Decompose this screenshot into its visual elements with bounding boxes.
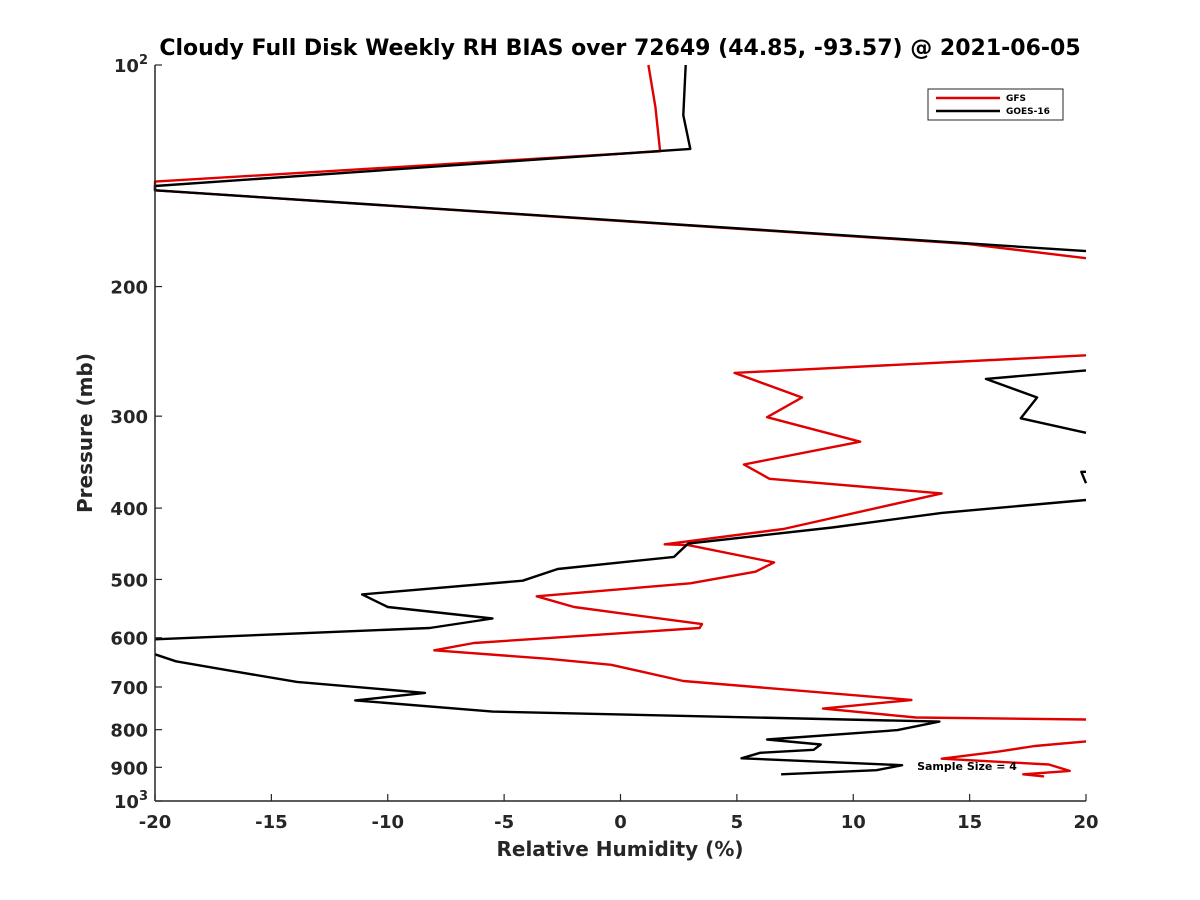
series-goes-16	[153, 64, 1088, 776]
legend-label-gfs: GFS	[1006, 94, 1026, 104]
series-gfs-segment-3	[940, 740, 1087, 778]
y-tick-label: 102	[114, 53, 148, 77]
x-tick-label: 5	[731, 812, 744, 833]
series-goes-16-segment-1	[153, 64, 1087, 253]
x-axis-ticks: -20 -15 -10 -5 0 5 10 15 20	[139, 794, 1099, 833]
y-tick-label: 600	[110, 629, 148, 650]
sample-size-note: Sample Size = 4	[917, 760, 1017, 773]
y-tick-label: 200	[110, 278, 148, 299]
series-goes-16-segment-4	[154, 498, 1087, 641]
series-goes-16-segment-2	[984, 369, 1087, 434]
x-tick-label: 15	[957, 812, 982, 833]
x-tick-label: -5	[494, 812, 514, 833]
y-axis-ticks: 102 200 300 400 500 600 700 800 900 103	[110, 53, 162, 813]
y-tick-label: 300	[110, 407, 148, 428]
y-tick-label: 800	[110, 721, 148, 742]
x-tick-label: 10	[841, 812, 866, 833]
chart-title: Cloudy Full Disk Weekly RH BIAS over 726…	[159, 36, 1080, 61]
y-tick-label: 400	[110, 499, 148, 520]
plot-background	[155, 65, 1086, 801]
legend-entries: GFS GOES-16	[936, 94, 1050, 117]
y-tick-label: 103	[114, 789, 148, 813]
y-axis-label: Pressure (mb)	[73, 353, 97, 513]
x-tick-label: 20	[1073, 812, 1098, 833]
x-tick-label: 0	[614, 812, 627, 833]
x-axis-label: Relative Humidity (%)	[496, 837, 743, 861]
y-tick-label: 500	[110, 570, 148, 591]
x-tick-label: -10	[371, 812, 404, 833]
legend-label-goes-16: GOES-16	[1006, 107, 1050, 117]
x-tick-label: -15	[255, 812, 288, 833]
y-tick-label: 900	[110, 758, 148, 779]
x-tick-label: -20	[139, 812, 172, 833]
y-tick-label: 700	[110, 678, 148, 699]
legend: GFS GOES-16	[927, 88, 1064, 121]
legend-box	[927, 88, 1064, 121]
series-gfs-segment-2	[433, 354, 1087, 721]
plot-area: -20 -15 -10 -5 0 5 10 15 20 102 200 300 400 500 600 70…	[110, 53, 1098, 833]
series-goes-16-segment-3	[1080, 470, 1088, 484]
series-goes-16-segment-5	[154, 653, 941, 776]
